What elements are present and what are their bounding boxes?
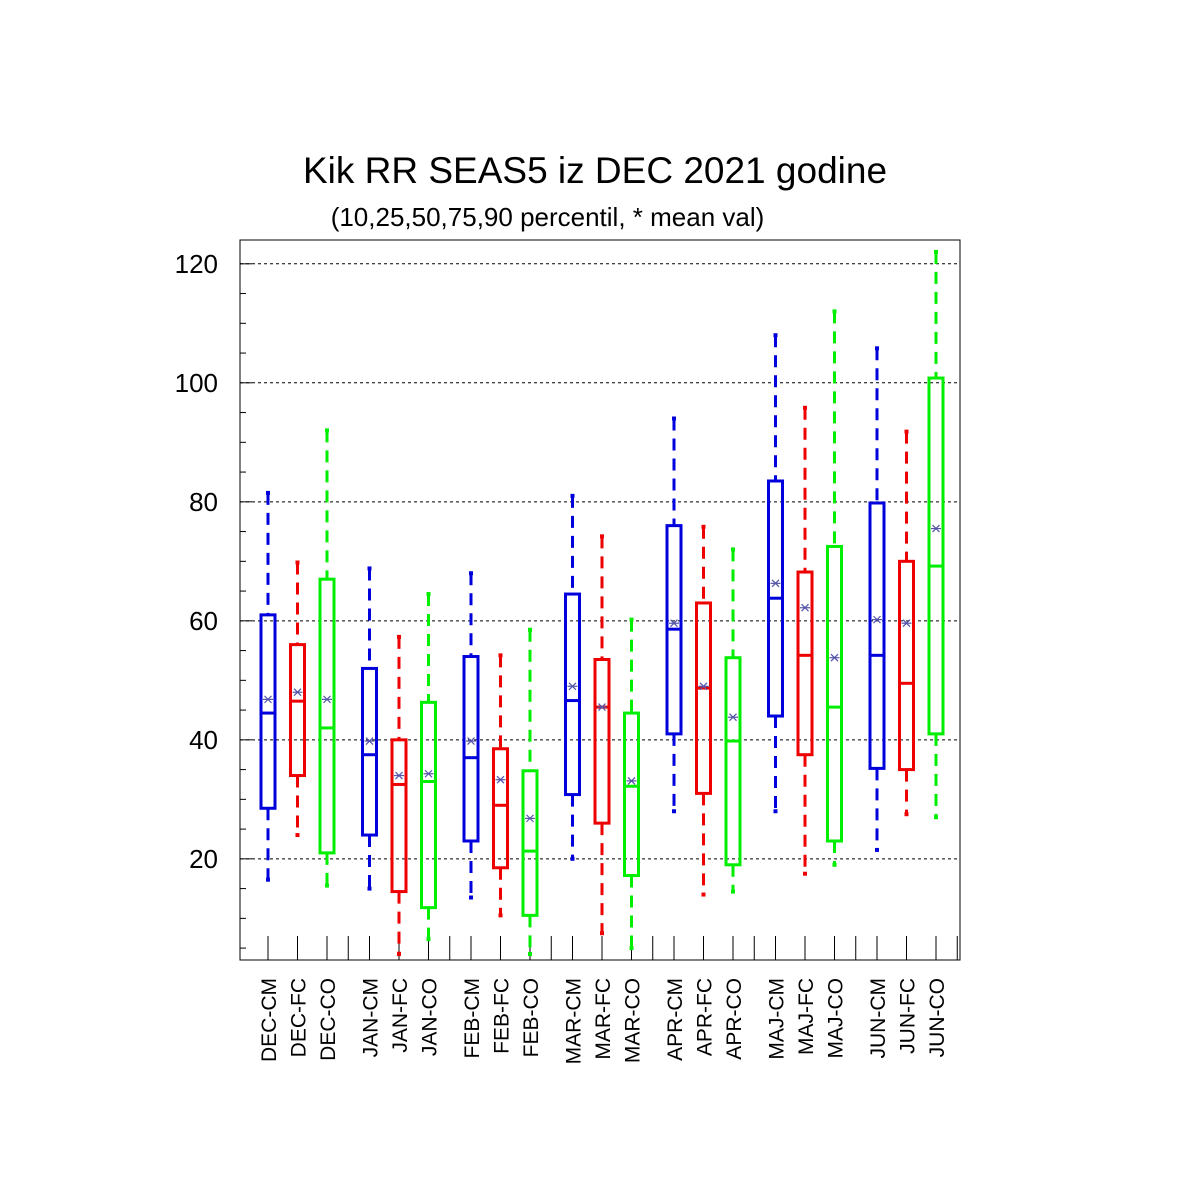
x-tick-label: JAN-FC bbox=[389, 978, 412, 1053]
chart-subtitle: (10,25,50,75,90 percentil, * mean val) bbox=[330, 202, 765, 232]
chart-title: Kik RR SEAS5 iz DEC 2021 godine bbox=[302, 150, 888, 191]
mean-marker bbox=[800, 603, 810, 612]
x-tick-label: JAN-CM bbox=[360, 978, 383, 1057]
mean-marker bbox=[597, 703, 607, 712]
box-body bbox=[695, 601, 712, 795]
y-tick-label: 120 bbox=[175, 249, 218, 279]
mean-marker bbox=[829, 653, 840, 662]
x-tick-label: FEB-FC bbox=[491, 978, 514, 1054]
y-tick-label: 40 bbox=[189, 725, 218, 755]
x-tick-label: APR-CM bbox=[664, 978, 687, 1061]
mean-marker bbox=[698, 682, 709, 691]
box-body bbox=[898, 559, 915, 772]
mean-marker bbox=[292, 688, 303, 697]
box-body bbox=[361, 666, 378, 837]
box-body bbox=[492, 747, 509, 870]
mean-marker bbox=[770, 579, 781, 588]
x-tick-label: DEC-FC bbox=[288, 978, 311, 1057]
mean-marker bbox=[525, 814, 535, 823]
box-body bbox=[462, 655, 480, 843]
x-tick-label: JAN-CO bbox=[419, 978, 442, 1056]
mean-marker bbox=[626, 776, 637, 785]
mean-marker bbox=[263, 695, 273, 704]
box-body bbox=[927, 376, 945, 736]
x-tick-label: MAR-FC bbox=[592, 978, 615, 1060]
mean-marker bbox=[872, 615, 882, 624]
mean-marker bbox=[322, 695, 332, 704]
box-body bbox=[724, 656, 742, 867]
plot-frame bbox=[239, 239, 961, 961]
box-body bbox=[289, 643, 306, 778]
x-tick-label: MAJ-CM bbox=[766, 978, 789, 1060]
y-tick-label: 60 bbox=[189, 606, 218, 636]
y-tick-label: 20 bbox=[189, 844, 218, 874]
y-tick-label: 80 bbox=[189, 487, 218, 517]
x-tick-label: DEC-CO bbox=[317, 978, 340, 1061]
mean-marker bbox=[495, 775, 506, 784]
mean-marker bbox=[394, 771, 404, 780]
box-body bbox=[420, 700, 437, 910]
box-body bbox=[564, 592, 581, 797]
box-body bbox=[796, 570, 814, 757]
box-body bbox=[868, 501, 886, 770]
box-body bbox=[593, 658, 611, 825]
box-body bbox=[521, 769, 539, 917]
x-tick-label: MAR-CM bbox=[563, 978, 586, 1064]
x-tick-label: MAJ-CO bbox=[825, 978, 848, 1059]
box-body bbox=[623, 711, 640, 878]
x-tick-label: FEB-CM bbox=[461, 978, 484, 1059]
mean-marker bbox=[567, 682, 578, 691]
mean-marker bbox=[423, 769, 434, 778]
mean-marker bbox=[931, 524, 941, 533]
mean-marker bbox=[901, 619, 912, 628]
x-tick-label: DEC-CM bbox=[258, 978, 281, 1062]
y-tick-label: 100 bbox=[175, 368, 218, 398]
x-tick-label: MAR-CO bbox=[622, 978, 645, 1063]
box-body bbox=[390, 738, 408, 894]
x-tick-label: JUN-FC bbox=[897, 978, 920, 1054]
box-body bbox=[318, 577, 336, 855]
x-tick-label: MAJ-FC bbox=[795, 978, 818, 1055]
x-tick-label: JUN-CO bbox=[926, 978, 949, 1057]
mean-marker bbox=[466, 737, 476, 745]
x-tick-label: APR-CO bbox=[723, 978, 746, 1060]
x-tick-label: FEB-CO bbox=[520, 978, 543, 1057]
box-body bbox=[826, 544, 843, 843]
x-tick-label: APR-FC bbox=[694, 978, 717, 1056]
mean-marker bbox=[728, 713, 738, 722]
mean-marker bbox=[364, 737, 375, 745]
x-tick-label: JUN-CM bbox=[867, 978, 890, 1058]
mean-marker bbox=[669, 619, 679, 628]
